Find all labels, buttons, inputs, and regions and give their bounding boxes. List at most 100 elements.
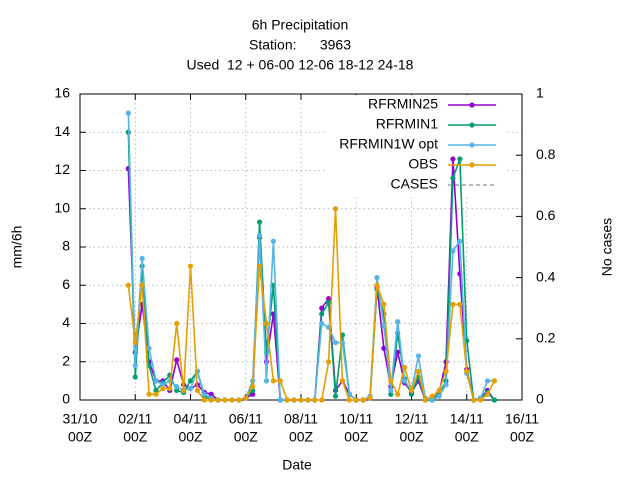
- data-point: [125, 282, 131, 288]
- legend-marker: [469, 102, 475, 108]
- data-point: [450, 301, 456, 307]
- data-point: [326, 299, 332, 306]
- data-point: [146, 391, 152, 397]
- data-point: [146, 345, 152, 351]
- data-point: [174, 357, 180, 363]
- data-point: [457, 156, 463, 162]
- x-tick-label: 08/11: [284, 411, 318, 427]
- x-tick-label: 00Z: [455, 429, 480, 445]
- x-tick-label: 00Z: [510, 429, 535, 445]
- legend-label: CASES: [391, 176, 438, 192]
- data-point: [153, 378, 159, 384]
- data-point: [464, 368, 470, 374]
- data-point: [132, 340, 138, 346]
- data-point: [429, 397, 435, 403]
- data-point: [326, 296, 332, 302]
- data-point: [388, 391, 394, 397]
- data-point: [339, 378, 346, 384]
- data-point: [319, 397, 325, 403]
- data-point: [160, 385, 166, 392]
- data-point: [381, 345, 387, 351]
- y-tick-label: 4: [62, 314, 70, 330]
- legend-label: RFRMIN25: [368, 96, 438, 112]
- x-tick-label: 00Z: [234, 429, 259, 445]
- chart-title: Used 12 + 06-00 12-06 18-12 24-18: [187, 57, 414, 73]
- y2-tick-label: 1: [536, 85, 544, 101]
- legend-marker: [469, 122, 475, 128]
- data-point: [270, 378, 276, 384]
- data-point: [277, 397, 283, 403]
- data-point: [395, 391, 401, 397]
- x-tick-label: 31/10: [62, 411, 97, 427]
- data-point: [256, 219, 263, 225]
- data-point: [284, 397, 290, 403]
- data-point: [153, 387, 159, 394]
- data-point: [388, 387, 394, 394]
- data-point: [401, 378, 408, 384]
- data-point: [194, 387, 201, 394]
- legend-label: OBS: [408, 156, 438, 172]
- y2-tick-label: 0.2: [536, 330, 556, 346]
- data-point: [187, 385, 194, 392]
- data-point: [250, 384, 256, 390]
- data-point: [139, 255, 145, 262]
- data-point: [298, 397, 304, 403]
- legend-label: RFRMIN1: [376, 116, 438, 132]
- chart-title: Station: 3963: [249, 37, 351, 53]
- x-tick-label: 00Z: [68, 429, 93, 445]
- data-point: [132, 374, 138, 380]
- data-point: [174, 384, 180, 390]
- data-point: [319, 320, 325, 327]
- data-point: [381, 301, 387, 307]
- data-point: [491, 378, 497, 384]
- data-point: [236, 397, 242, 403]
- data-point: [208, 391, 214, 397]
- data-point: [132, 362, 138, 369]
- data-point: [415, 353, 422, 359]
- data-point: [229, 397, 235, 403]
- data-point: [256, 263, 263, 269]
- data-point: [208, 397, 214, 403]
- data-point: [160, 382, 166, 388]
- data-point: [153, 391, 159, 397]
- data-point: [291, 397, 297, 403]
- y2-tick-label: 0: [536, 391, 544, 407]
- data-point: [429, 393, 435, 399]
- data-point: [332, 393, 339, 399]
- data-point: [450, 248, 456, 254]
- data-point: [443, 368, 449, 374]
- data-point: [332, 206, 339, 212]
- data-point: [450, 156, 456, 162]
- data-point: [395, 318, 401, 325]
- data-point: [201, 391, 207, 397]
- x-tick-label: 00Z: [399, 429, 424, 445]
- data-point: [174, 387, 180, 394]
- data-point: [346, 397, 352, 403]
- y-tick-label: 0: [62, 391, 70, 407]
- chart-title: 6h Precipitation: [252, 17, 349, 33]
- data-point: [215, 397, 221, 403]
- data-point: [484, 378, 491, 384]
- data-point: [319, 305, 325, 311]
- data-point: [457, 301, 463, 307]
- data-point: [277, 378, 283, 384]
- data-point: [388, 378, 394, 384]
- x-tick-label: 00Z: [344, 429, 369, 445]
- y-tick-label: 6: [62, 276, 70, 292]
- data-point: [312, 397, 318, 403]
- data-point: [332, 340, 339, 346]
- y2-tick-label: 0.4: [536, 268, 556, 284]
- data-point: [167, 385, 173, 392]
- data-point: [408, 387, 415, 394]
- y-tick-label: 2: [62, 352, 70, 368]
- y-tick-label: 14: [54, 123, 70, 139]
- y2-tick-label: 0.8: [536, 146, 556, 162]
- y2-axis-label: No cases: [599, 218, 615, 276]
- data-point: [415, 368, 422, 374]
- y-tick-label: 12: [54, 161, 70, 177]
- x-tick-label: 02/11: [118, 411, 152, 427]
- data-point: [436, 393, 442, 399]
- x-tick-label: 06/11: [229, 411, 263, 427]
- legend-marker: [469, 162, 475, 168]
